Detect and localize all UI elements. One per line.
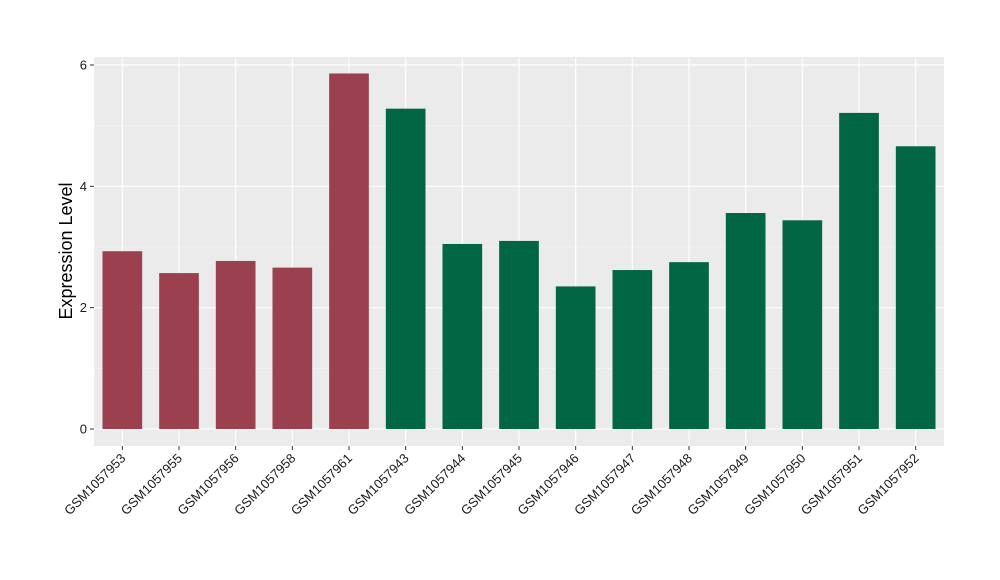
y-tick-label: 2 (80, 300, 87, 315)
y-axis: 0 2 4 6 (80, 57, 94, 437)
y-tick-label: 6 (80, 57, 87, 72)
bar (895, 146, 936, 429)
bar (839, 112, 879, 429)
bar (272, 267, 313, 429)
y-tick-label: 4 (80, 179, 87, 194)
bar (555, 286, 596, 429)
y-axis-title: Expression Level (56, 182, 76, 319)
bar (215, 260, 256, 429)
bar (385, 108, 426, 429)
bar (782, 220, 823, 429)
bar (329, 73, 369, 429)
bar (669, 262, 709, 429)
bar (612, 270, 653, 429)
bar (159, 273, 199, 429)
bar (499, 240, 539, 429)
bar (102, 251, 143, 429)
y-tick-label: 0 (80, 422, 87, 437)
bar (725, 213, 766, 429)
x-axis: GSM1057953GSM1057955GSM1057956GSM1057958… (61, 446, 922, 518)
bars (102, 73, 936, 429)
bar (442, 243, 483, 429)
